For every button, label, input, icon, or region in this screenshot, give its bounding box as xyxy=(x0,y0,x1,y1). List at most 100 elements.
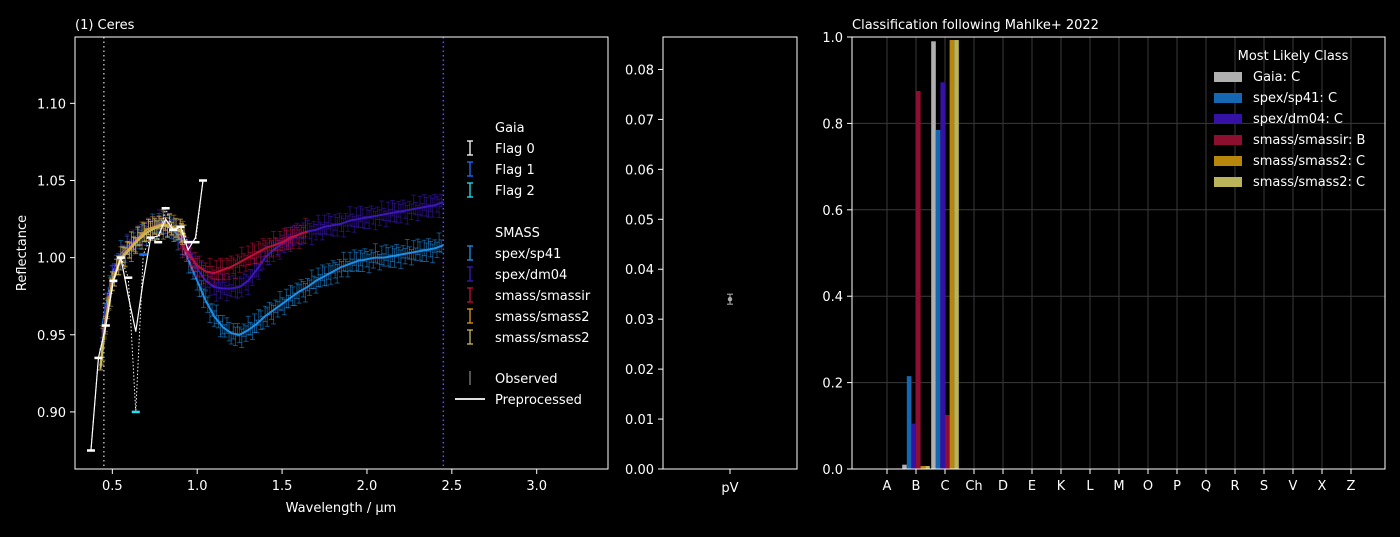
legend-observed-label: Observed xyxy=(495,372,558,387)
classification-x-tick-label: M xyxy=(1113,479,1124,494)
albedo-y-tick-label: 0.06 xyxy=(625,163,654,178)
classification-y-tick-label: 0.0 xyxy=(822,463,843,478)
legend-gaia-item: Flag 2 xyxy=(495,184,535,199)
classification-bar xyxy=(902,464,907,469)
albedo-y-tick-label: 0.03 xyxy=(625,313,654,328)
classification-legend-label: smass/smass2: C xyxy=(1253,175,1365,190)
classification-bar xyxy=(954,40,959,470)
classification-grid xyxy=(852,36,1385,470)
classification-bar xyxy=(916,91,921,469)
legend-gaia-item: Flag 0 xyxy=(495,142,535,157)
spectrum-x-tick-label: 3.0 xyxy=(526,479,547,494)
classification-x-tick-label: P xyxy=(1173,479,1181,494)
classification-bar xyxy=(911,423,916,469)
classification-y-tick-label: 1.0 xyxy=(822,31,843,46)
classification-legend-swatch xyxy=(1214,135,1242,145)
albedo-y-tick-label: 0.02 xyxy=(625,363,654,378)
classification-bar xyxy=(906,376,912,469)
classification-y-tick-label: 0.8 xyxy=(822,117,843,132)
albedo-panel: 0.00 0.01 0.02 0.03 0.04 0.05 0.06 0.07 0.08 pV xyxy=(625,36,798,496)
classification-legend-label: spex/dm04: C xyxy=(1253,112,1343,127)
classification-legend-swatch xyxy=(1214,177,1242,187)
classification-legend-label: smass/smassir: B xyxy=(1253,133,1365,148)
legend-smass-item: spex/sp41 xyxy=(495,247,561,262)
spectrum-series-line xyxy=(179,230,308,275)
spectrum-y-axis-label: Reflectance xyxy=(15,215,30,291)
spectrum-y-tick-label: 0.95 xyxy=(37,329,66,344)
albedo-y-tick-label: 0.07 xyxy=(625,113,654,128)
classification-x-tick-label: R xyxy=(1230,479,1239,494)
albedo-x-axis-label: pV xyxy=(721,481,738,496)
classification-legend-swatch xyxy=(1214,156,1242,166)
albedo-y-tick-label: 0.04 xyxy=(625,263,654,278)
classification-bar xyxy=(949,40,955,470)
classification-x-tick-label: C xyxy=(940,479,949,494)
spectrum-x-tick-label: 0.5 xyxy=(102,479,123,494)
classification-x-tick-label: D xyxy=(998,479,1008,494)
classification-bar xyxy=(920,465,926,469)
classification-x-ticks: A B C Ch D E K L M O P Q R S V X Z xyxy=(883,469,1356,494)
classification-x-tick-label: S xyxy=(1260,479,1268,494)
legend-preprocessed-label: Preprocessed xyxy=(495,393,582,408)
classification-legend-swatch xyxy=(1214,72,1242,82)
albedo-point-group xyxy=(727,293,733,305)
classification-x-tick-label: Q xyxy=(1201,479,1211,494)
spectrum-y-tick-label: 1.10 xyxy=(37,97,66,112)
classification-x-tick-label: K xyxy=(1057,479,1066,494)
classification-panel: Classification following Mahlke+ 2022 A B… xyxy=(822,18,1386,494)
albedo-y-tick-label: 0.00 xyxy=(625,463,654,478)
spectrum-x-tick-label: 2.5 xyxy=(441,479,462,494)
classification-bars xyxy=(902,40,959,470)
albedo-y-tick-label: 0.05 xyxy=(625,213,654,228)
legend-smass-item: smass/smass2 xyxy=(495,331,590,346)
gaia-preprocessed-line xyxy=(90,180,204,451)
legend-gaia-item: Flag 1 xyxy=(495,163,535,178)
classification-bar xyxy=(940,82,945,470)
classification-x-tick-label: O xyxy=(1143,479,1153,494)
spectrum-y-tick-label: 1.00 xyxy=(37,252,66,267)
classification-legend-title: Most Likely Class xyxy=(1238,49,1349,64)
legend-smass-item: smass/smass2 xyxy=(495,310,590,325)
albedo-point xyxy=(727,296,733,302)
spectrum-x-tick-label: 1.0 xyxy=(187,479,208,494)
classification-x-tick-label: L xyxy=(1086,479,1094,494)
classification-x-tick-label: X xyxy=(1318,479,1327,494)
spectrum-x-tick-label: 1.5 xyxy=(272,479,293,494)
albedo-y-tick-label: 0.08 xyxy=(625,63,654,78)
classification-bar xyxy=(925,465,930,469)
classification-legend-label: spex/sp41: C xyxy=(1253,91,1337,106)
spectrum-axes-frame xyxy=(74,36,609,470)
gaia-observed-line xyxy=(90,180,204,451)
spectrum-x-axis-label: Wavelength / μm xyxy=(286,501,397,516)
spectrum-legend: Gaia Flag 0 Flag 1 Flag 2 SMASS spex/sp41 spex… xyxy=(455,121,591,408)
legend-gaia-title: Gaia xyxy=(495,121,525,136)
legend-smass-item: smass/smassir xyxy=(495,289,591,304)
classification-x-tick-label: B xyxy=(912,479,921,494)
spectrum-y-tick-label: 0.90 xyxy=(37,406,66,421)
spectrum-y-ticks: 0.90 0.95 1.00 1.05 1.10 xyxy=(37,97,75,421)
classification-title: Classification following Mahlke+ 2022 xyxy=(852,18,1099,33)
classification-x-tick-label: A xyxy=(883,479,892,494)
classification-bar xyxy=(931,41,936,469)
classification-x-tick-label: Z xyxy=(1347,479,1356,494)
classification-bar xyxy=(935,129,941,469)
classification-legend-swatch xyxy=(1214,93,1242,103)
classification-legend-swatch xyxy=(1214,114,1242,124)
classification-x-tick-label: E xyxy=(1028,479,1036,494)
spectrum-title: (1) Ceres xyxy=(75,18,135,33)
albedo-y-tick-label: 0.01 xyxy=(625,413,654,428)
classification-y-ticks: 0.0 0.2 0.4 0.6 0.8 1.0 xyxy=(822,31,852,478)
classification-y-tick-label: 0.2 xyxy=(822,377,843,392)
classification-legend-label: Gaia: C xyxy=(1253,70,1300,85)
classification-x-tick-label: Ch xyxy=(965,479,982,494)
albedo-y-ticks: 0.00 0.01 0.02 0.03 0.04 0.05 0.06 0.07 0.08 xyxy=(625,63,663,478)
classification-legend: Most Likely Class Gaia: C spex/sp41: C spex… xyxy=(1214,49,1365,190)
classification-y-tick-label: 0.6 xyxy=(822,204,843,219)
spectrum-x-tick-label: 2.0 xyxy=(357,479,378,494)
legend-smass-item: spex/dm04 xyxy=(495,268,567,283)
spectrum-x-ticks: 0.5 1.0 1.5 2.0 2.5 3.0 xyxy=(102,469,547,494)
spectrum-y-tick-label: 1.05 xyxy=(37,174,66,189)
spectrum-panel: (1) Ceres 0.5 1.0 1.5 2.0 2.5 3.0 0.90 0.95 1.0… xyxy=(15,18,609,516)
classification-y-tick-label: 0.4 xyxy=(822,290,843,305)
